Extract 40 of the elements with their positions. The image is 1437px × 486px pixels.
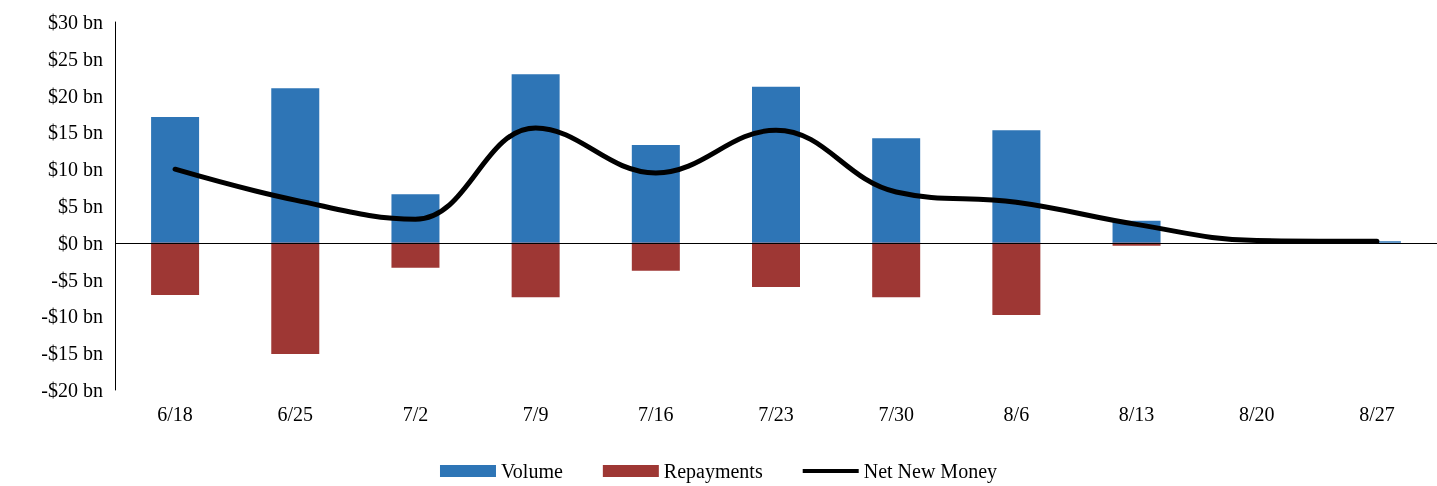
x-tick-label: 6/25 — [277, 403, 314, 425]
x-tick-label: 6/18 — [157, 403, 193, 425]
bar — [151, 242, 200, 296]
bar — [511, 242, 560, 298]
bar — [872, 138, 921, 243]
x-tick-label: 7/30 — [878, 403, 914, 425]
bar — [271, 242, 320, 354]
bar — [752, 86, 800, 243]
bar — [631, 144, 680, 243]
x-tick-label: 8/13 — [1118, 403, 1155, 425]
y-tick-label: $30 bn — [48, 11, 103, 33]
x-tick-label: 8/6 — [1003, 403, 1030, 425]
x-tick-label: 7/2 — [402, 403, 429, 425]
bar — [511, 74, 560, 243]
bar — [752, 242, 800, 287]
x-tick-label: 7/9 — [522, 403, 549, 425]
bar — [151, 116, 200, 243]
y-tick-label: $25 bn — [48, 47, 103, 70]
y-tick-label: $10 bn — [48, 158, 103, 181]
y-tick-label: $20 bn — [48, 84, 103, 107]
legend-label: Net New Money — [863, 460, 998, 483]
bar — [992, 242, 1041, 315]
x-tick-label: 8/20 — [1238, 403, 1275, 425]
y-tick-label: $5 bn — [58, 195, 103, 217]
legend-label: Volume — [500, 460, 563, 482]
y-tick-label: $0 bn — [58, 231, 103, 254]
x-tick-label: 7/16 — [638, 403, 674, 425]
x-tick-label: 8/27 — [1359, 403, 1395, 425]
y-tick-label: -$10 bn — [41, 305, 103, 328]
bar — [631, 242, 680, 271]
y-tick-label: -$5 bn — [51, 268, 103, 291]
y-tick-label: -$15 bn — [41, 342, 103, 365]
x-tick-label: 7/23 — [758, 403, 794, 425]
y-tick-label: -$20 bn — [41, 379, 103, 401]
bar — [872, 242, 921, 298]
bar — [992, 130, 1041, 243]
bar — [271, 88, 320, 243]
y-tick-label: $15 bn — [48, 121, 103, 144]
bar — [391, 242, 440, 268]
legend-label: Repayments — [663, 460, 763, 483]
